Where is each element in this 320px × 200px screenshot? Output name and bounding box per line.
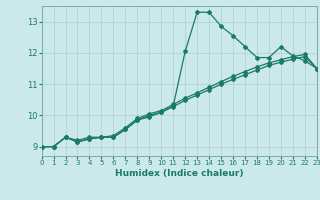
X-axis label: Humidex (Indice chaleur): Humidex (Indice chaleur) <box>115 169 244 178</box>
